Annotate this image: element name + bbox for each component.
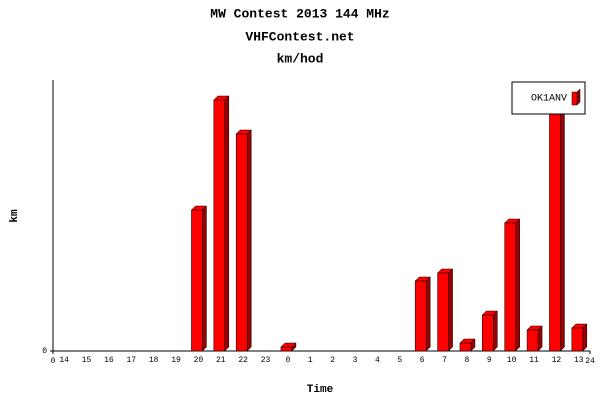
bar <box>459 342 472 352</box>
x-category-label: 23 <box>261 356 271 365</box>
bar <box>571 327 584 352</box>
bar-side <box>224 95 230 352</box>
x-axis-title: Time <box>307 384 334 396</box>
x-category-label: 16 <box>104 356 114 365</box>
x-category-label: 19 <box>171 356 181 365</box>
x-category-label: 0 <box>286 356 291 365</box>
bar <box>482 314 494 352</box>
x-category-label: 13 <box>574 356 584 365</box>
bar-side <box>582 323 588 352</box>
x-category-label: 18 <box>149 356 159 365</box>
x-category-label: 22 <box>238 356 248 365</box>
bar-side <box>448 268 453 352</box>
bar-side <box>425 276 431 352</box>
bar <box>191 209 203 352</box>
x-category-label: 14 <box>59 356 69 365</box>
legend-label: OK1ANV <box>531 94 567 105</box>
bar-side <box>246 129 252 352</box>
x-category-label: 11 <box>529 356 539 365</box>
x-category-label: 21 <box>216 356 226 365</box>
annotation: km/hod <box>277 51 324 66</box>
x-tick-label: 0 <box>51 357 56 366</box>
bar-side <box>537 325 543 352</box>
legend-swatch <box>571 91 578 106</box>
x-category-label: 8 <box>465 356 470 365</box>
x-category-label: 10 <box>507 356 517 365</box>
x-category-label: 20 <box>194 356 204 365</box>
x-tick-label: 24 <box>585 357 595 366</box>
x-category-label: 7 <box>442 356 447 365</box>
bar <box>414 280 427 352</box>
chart-title: MW Contest 2013 144 MHz <box>210 6 389 21</box>
bar <box>235 133 248 352</box>
y-axis-title: km <box>9 209 21 223</box>
chart-subtitle: VHFContest.net <box>245 29 354 44</box>
bar-side <box>515 218 520 352</box>
legend-box <box>511 81 586 115</box>
y-tick-label: 0 <box>42 347 47 356</box>
bar <box>504 222 516 352</box>
x-category-label: 9 <box>487 356 492 365</box>
x-category-label: 5 <box>397 356 402 365</box>
bar-side <box>493 310 498 352</box>
legend-swatch-side <box>576 88 581 106</box>
bar <box>437 272 449 352</box>
bar <box>549 100 561 352</box>
x-category-label: 12 <box>552 356 562 365</box>
x-category-label: 2 <box>330 356 335 365</box>
bar-side <box>202 205 207 352</box>
bar <box>280 346 293 352</box>
x-category-label: 6 <box>420 356 425 365</box>
x-category-label: 1 <box>308 356 313 365</box>
x-category-label: 15 <box>82 356 92 365</box>
bar <box>526 329 539 352</box>
x-category-label: 17 <box>127 356 137 365</box>
x-category-label: 4 <box>375 356 380 365</box>
bar-side <box>560 96 565 352</box>
bar <box>213 99 226 352</box>
x-category-label: 3 <box>353 356 358 365</box>
